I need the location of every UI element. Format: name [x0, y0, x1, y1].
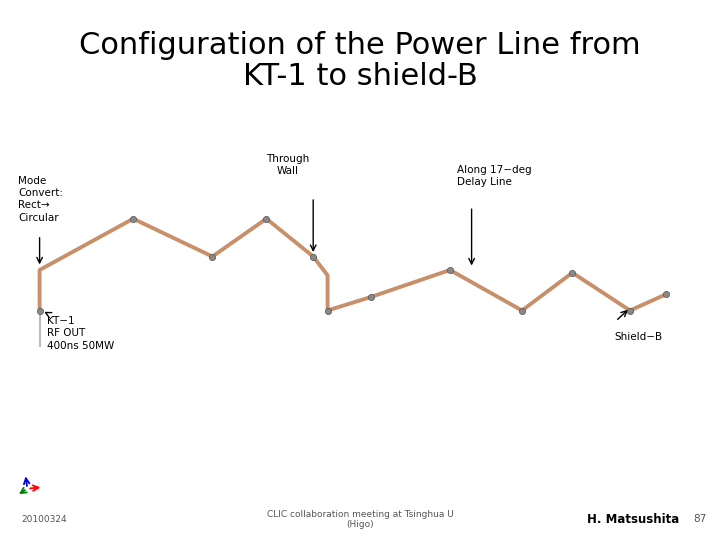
- Text: Through
Wall: Through Wall: [266, 154, 310, 176]
- Text: H. Matsushita: H. Matsushita: [587, 513, 679, 526]
- Text: 20100324: 20100324: [22, 515, 67, 524]
- Text: KT−1
RF OUT
400ns 50MW: KT−1 RF OUT 400ns 50MW: [47, 316, 114, 350]
- Text: Shield−B: Shield−B: [614, 332, 662, 342]
- Text: Configuration of the Power Line from: Configuration of the Power Line from: [79, 31, 641, 60]
- Text: KT-1 to shield-B: KT-1 to shield-B: [243, 62, 477, 91]
- Text: Along 17−deg
Delay Line: Along 17−deg Delay Line: [457, 165, 532, 187]
- Text: 87: 87: [693, 515, 706, 524]
- Text: Mode
Convert:
Rect→
Circular: Mode Convert: Rect→ Circular: [18, 176, 63, 222]
- Text: CLIC collaboration meeting at Tsinghua U
(Higo): CLIC collaboration meeting at Tsinghua U…: [266, 510, 454, 529]
